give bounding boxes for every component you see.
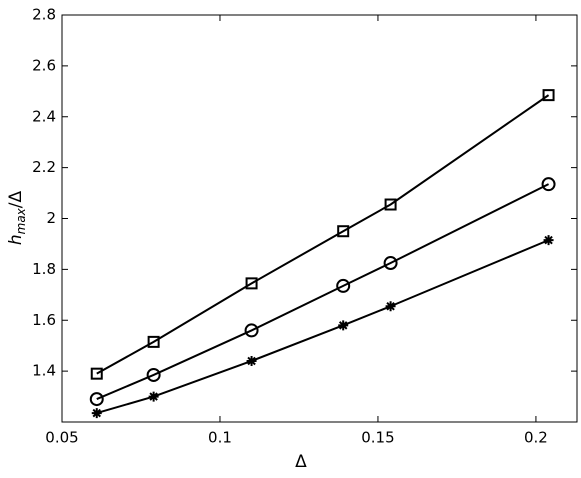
series-line: [96, 183, 550, 401]
y-axis-label: hmax/Δ: [6, 190, 28, 245]
y-tick-label: 2: [46, 209, 56, 227]
marker-star: [148, 391, 159, 402]
series-line: [96, 239, 549, 415]
y-tick-label: 2.6: [32, 56, 56, 74]
marker-square: [337, 225, 350, 238]
marker-star: [543, 235, 554, 246]
marker-square: [147, 335, 160, 348]
x-tick-label: 0.05: [45, 429, 78, 447]
x-tick-label: 0.1: [208, 429, 232, 447]
marker-square: [90, 367, 103, 380]
marker-circle: [541, 177, 556, 192]
marker-star: [246, 355, 257, 366]
x-tick-label: 0.2: [524, 429, 548, 447]
y-tick-label: 1.6: [32, 311, 56, 329]
y-label-rest: /Δ: [6, 190, 26, 208]
marker-square: [542, 89, 555, 102]
x-tick-label: 0.15: [361, 429, 394, 447]
x-axis-label: Δ: [295, 452, 307, 472]
y-tick-label: 1.4: [32, 362, 56, 380]
y-label-base: h: [6, 234, 26, 245]
y-label-sub: max: [14, 207, 28, 234]
marker-circle: [146, 367, 161, 382]
marker-circle: [244, 323, 259, 338]
marker-star: [91, 408, 102, 419]
marker-star: [338, 320, 349, 331]
marker-square: [245, 277, 258, 290]
series-line: [96, 94, 550, 375]
marker-circle: [383, 256, 398, 271]
marker-circle: [89, 392, 104, 407]
y-tick-label: 2.8: [32, 6, 56, 24]
y-tick-label: 1.8: [32, 260, 56, 278]
y-tick-label: 2.4: [32, 107, 56, 125]
marker-square: [384, 198, 397, 211]
marker-circle: [336, 278, 351, 293]
marker-star: [385, 301, 396, 312]
y-tick-label: 2.2: [32, 158, 56, 176]
